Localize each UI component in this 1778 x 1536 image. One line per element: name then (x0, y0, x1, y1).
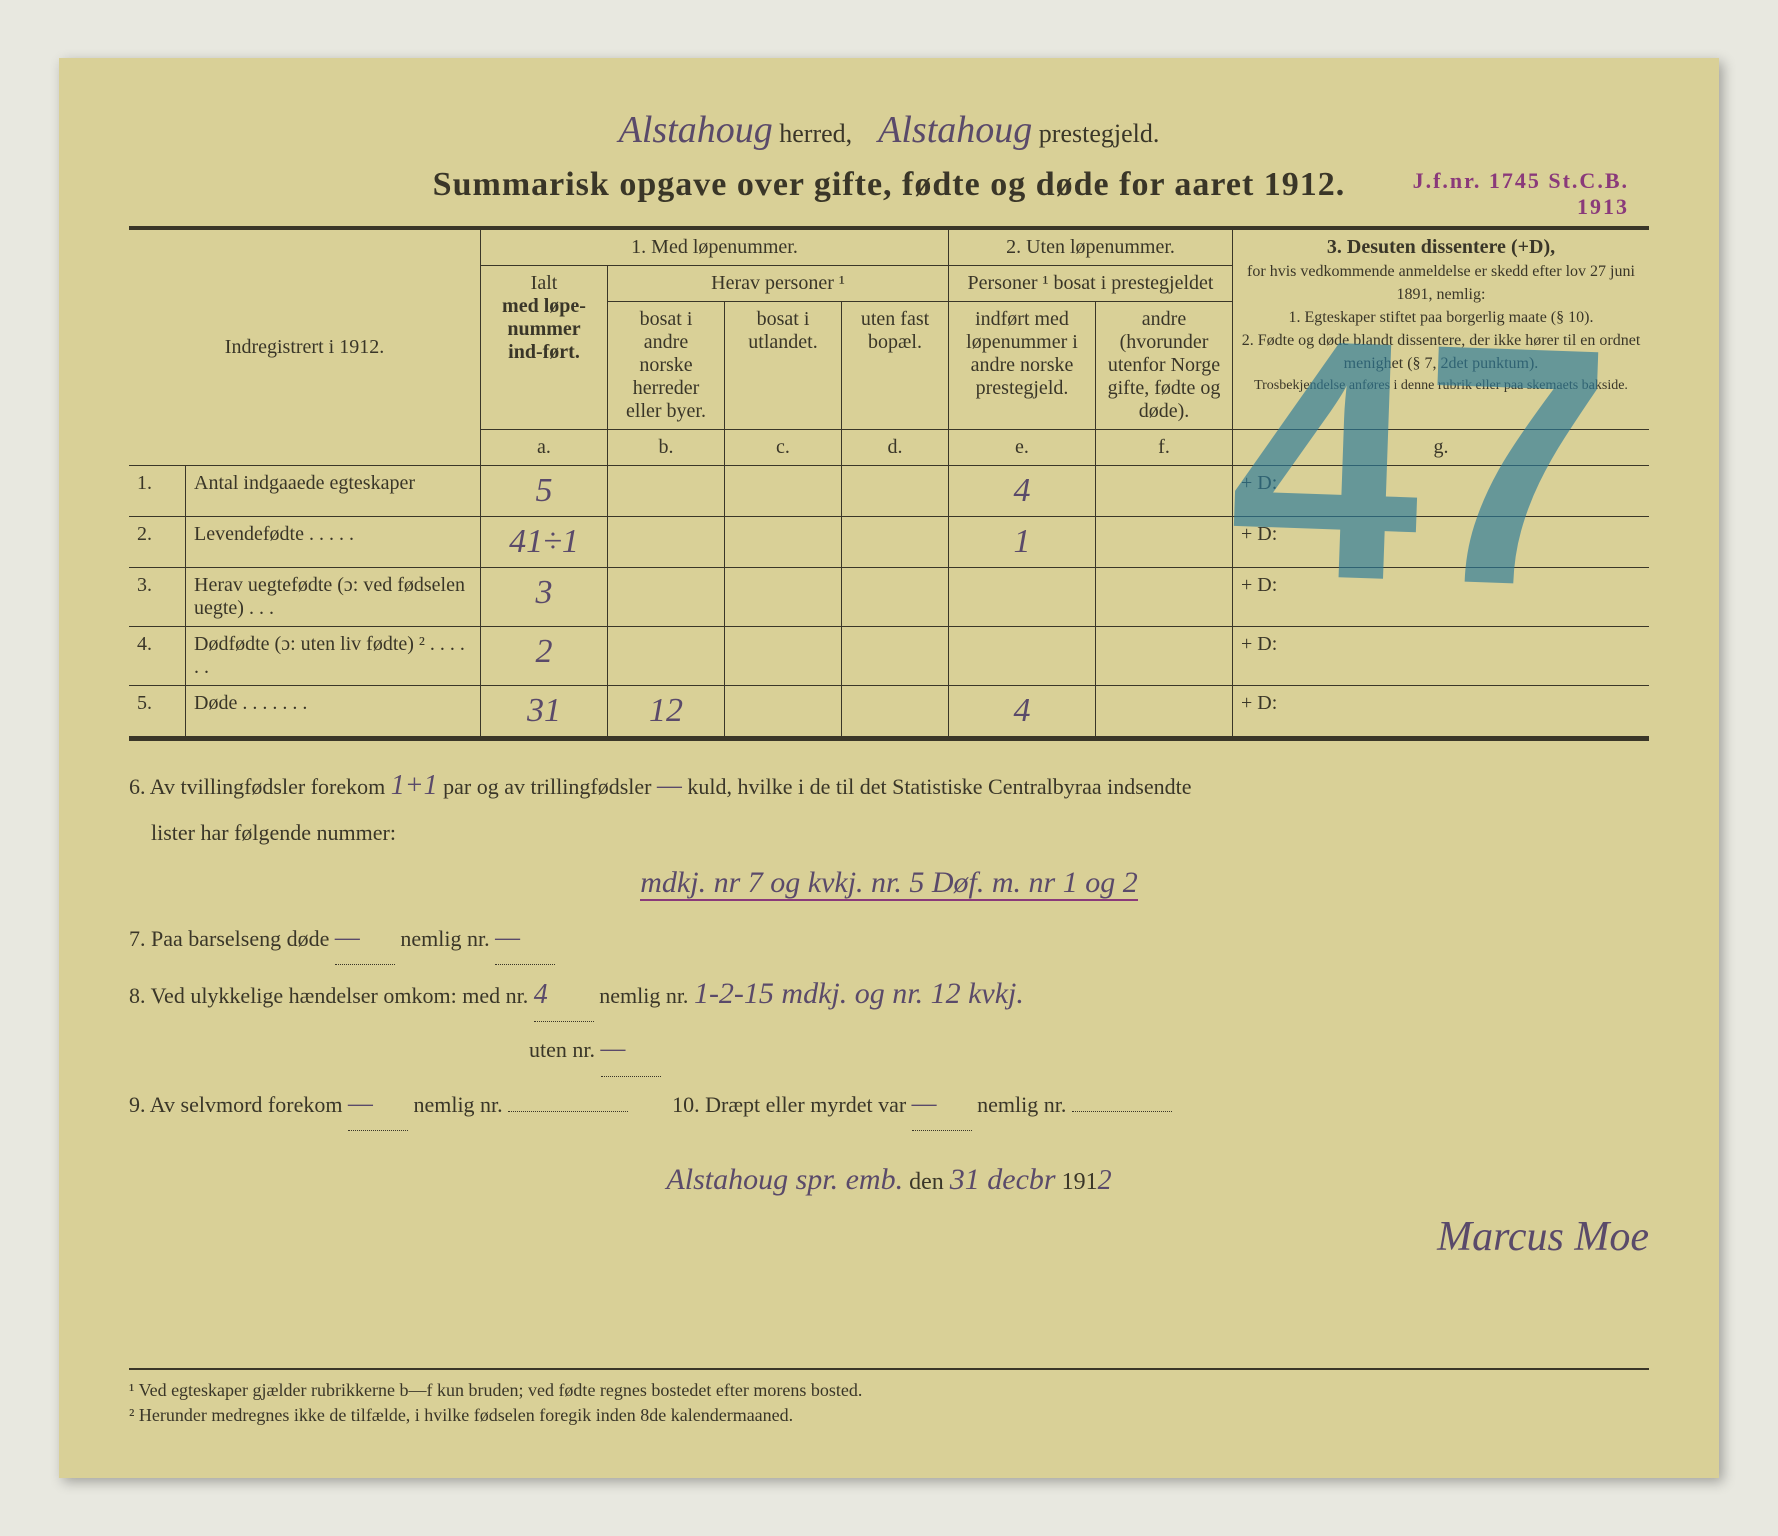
cell-f (1096, 627, 1233, 686)
cell-f (1096, 466, 1233, 517)
cell-f (1096, 517, 1233, 568)
section3-header: 3. Desuten dissentere (+D), for hvis ved… (1233, 230, 1650, 430)
note6-handwritten: mdkj. nr 7 og kvkj. nr. 5 Døf. m. nr 1 o… (640, 866, 1137, 901)
cell-e: 1 (949, 517, 1096, 568)
col-d: uten fast bopæl. (842, 302, 949, 430)
letter-c: c. (725, 430, 842, 466)
cell-a: 31 (481, 686, 608, 737)
col-e: indført med løpenummer i andre norske pr… (949, 302, 1096, 430)
cell-d (842, 466, 949, 517)
section1-header: 1. Med løpenummer. (481, 230, 949, 266)
cell-c (725, 466, 842, 517)
row-label: Herav uegtefødte (ɔ: ved fødselen uegte)… (186, 568, 481, 627)
letter-f: f. (1096, 430, 1233, 466)
col-herav: Herav personer ¹ (608, 266, 949, 302)
note-6: 6. Av tvillingfødsler forekom 1+1 par og… (129, 759, 1649, 911)
row-label: Levendefødte . . . . . (186, 517, 481, 568)
table-row: 2.Levendefødte . . . . .41÷1 1 + D: (129, 517, 1649, 568)
table-row: 3.Herav uegtefødte (ɔ: ved fødselen uegt… (129, 568, 1649, 627)
stamp: J.f.nr. 1745 St.C.B. 1913 (1413, 168, 1629, 221)
cell-b (608, 517, 725, 568)
signature-name-line: Marcus Moe (129, 1198, 1649, 1278)
divider-2 (129, 737, 1649, 741)
letter-a: a. (481, 430, 608, 466)
herred-label: herred, (779, 119, 852, 148)
col-c: bosat i utlandet. (725, 302, 842, 430)
letter-e: e. (949, 430, 1096, 466)
cell-b (608, 627, 725, 686)
cell-e: 4 (949, 686, 1096, 737)
cell-g: + D: (1233, 568, 1650, 627)
table-row: 5.Døde . . . . . . .3112 4 + D: (129, 686, 1649, 737)
cell-b: 12 (608, 686, 725, 737)
row-num: 5. (129, 686, 186, 737)
cell-g: + D: (1233, 627, 1650, 686)
cell-b (608, 466, 725, 517)
cell-e: 4 (949, 466, 1096, 517)
note-9-10: 9. Av selvmord forekom — nemlig nr. 10. … (129, 1077, 1649, 1131)
cell-d (842, 517, 949, 568)
signature-name: Marcus Moe (1437, 1214, 1649, 1260)
cell-g: + D: (1233, 686, 1650, 737)
cell-a: 41÷1 (481, 517, 608, 568)
row-num: 4. (129, 627, 186, 686)
col-f: andre (hvorunder utenfor Norge gifte, fø… (1096, 302, 1233, 430)
section2-header: 2. Uten løpenummer. (949, 230, 1233, 266)
row-label: Døde . . . . . . . (186, 686, 481, 737)
stamp-line1: J.f.nr. 1745 St.C.B. (1413, 168, 1629, 194)
letter-b: b. (608, 430, 725, 466)
note-7: 7. Paa barselseng døde — nemlig nr. — (129, 911, 1649, 965)
prestegjeld-value: Alstahoug (878, 109, 1032, 151)
row-num: 3. (129, 568, 186, 627)
document-page: J.f.nr. 1745 St.C.B. 1913 47 Alstahoug h… (59, 58, 1719, 1478)
cell-c (725, 568, 842, 627)
cell-d (842, 686, 949, 737)
signature-date: 31 decbr (950, 1163, 1056, 1196)
letter-d: d. (842, 430, 949, 466)
cell-g: + D: (1233, 517, 1650, 568)
header-districts: Alstahoug herred, Alstahoug prestegjeld. (129, 108, 1649, 152)
main-table: Indregistrert i 1912. 1. Med løpenummer.… (129, 230, 1649, 737)
notes-section: 6. Av tvillingfødsler forekom 1+1 par og… (129, 759, 1649, 1278)
cell-e (949, 568, 1096, 627)
cell-g: + D: (1233, 466, 1650, 517)
footnote-1: ¹ Ved egteskaper gjælder rubrikkerne b—f… (129, 1378, 1649, 1403)
cell-c (725, 517, 842, 568)
cell-c (725, 686, 842, 737)
cell-f (1096, 686, 1233, 737)
table-row: 4.Dødfødte (ɔ: uten liv fødte) ² . . . .… (129, 627, 1649, 686)
cell-c (725, 627, 842, 686)
cell-d (842, 568, 949, 627)
stamp-line2: 1913 (1413, 194, 1629, 220)
col-personer: Personer ¹ bosat i prestegjeldet (949, 266, 1233, 302)
letter-g: g. (1233, 430, 1650, 466)
herred-value: Alstahoug (619, 109, 773, 151)
cell-d (842, 627, 949, 686)
cell-e (949, 627, 1096, 686)
cell-a: 3 (481, 568, 608, 627)
note8-handwritten: 1-2-15 mdkj. og nr. 12 kvkj. (694, 977, 1024, 1010)
table-row: 1.Antal indgaaede egteskaper5 4 + D: (129, 466, 1649, 517)
signature-place: Alstahoug spr. emb. (666, 1163, 903, 1196)
col-b: bosat i andre norske herreder eller byer… (608, 302, 725, 430)
cell-b (608, 568, 725, 627)
cell-f (1096, 568, 1233, 627)
cell-a: 5 (481, 466, 608, 517)
row-num: 2. (129, 517, 186, 568)
note-8: 8. Ved ulykkelige hændelser omkom: med n… (129, 965, 1649, 1076)
row-num: 1. (129, 466, 186, 517)
cell-a: 2 (481, 627, 608, 686)
row-label: Dødfødte (ɔ: uten liv fødte) ² . . . . .… (186, 627, 481, 686)
col-indreg: Indregistrert i 1912. (129, 230, 481, 466)
row-label: Antal indgaaede egteskaper (186, 466, 481, 517)
prestegjeld-label: prestegjeld. (1039, 119, 1160, 148)
footnotes: ¹ Ved egteskaper gjælder rubrikkerne b—f… (129, 1368, 1649, 1428)
footnote-2: ² Herunder medregnes ikke de tilfælde, i… (129, 1403, 1649, 1428)
col-ialt: Ialt med løpe-nummer ind-ført. (481, 266, 608, 430)
